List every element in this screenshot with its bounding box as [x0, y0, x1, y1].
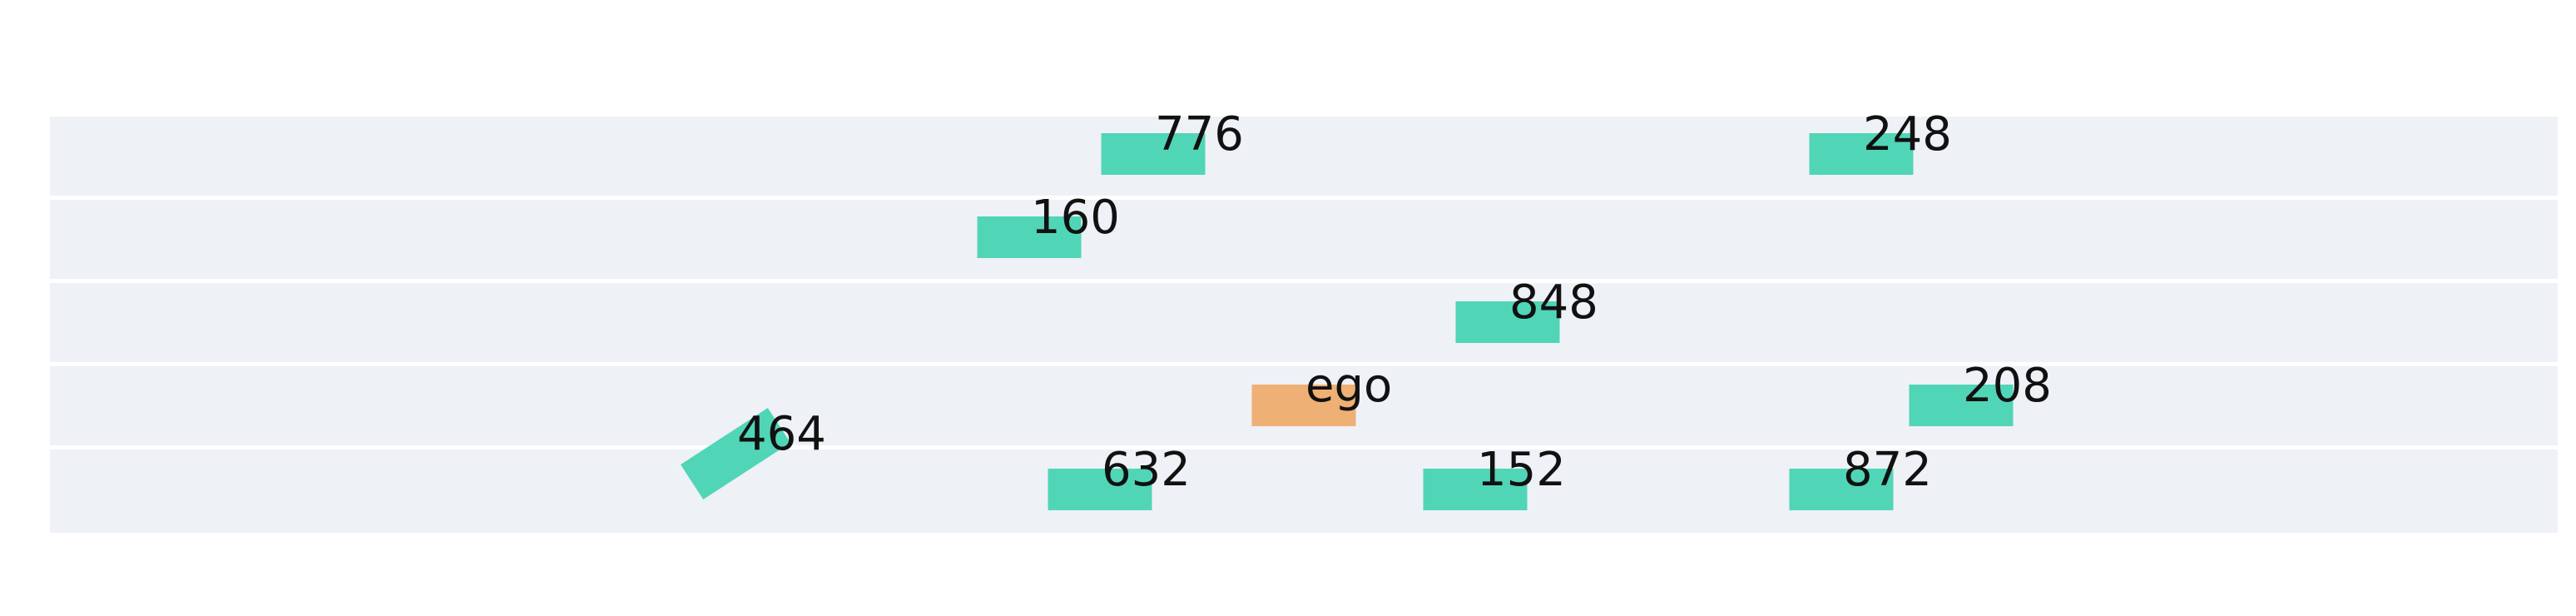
vehicle-872-label: 872: [1843, 443, 1932, 497]
vehicle-160-label: 160: [1031, 191, 1120, 245]
ego-vehicle: ego: [1251, 359, 1392, 426]
lane-2: [50, 200, 2558, 279]
vehicle-464-label: 464: [737, 407, 826, 461]
vehicle-152-label: 152: [1477, 443, 1566, 497]
vehicle-248: 248: [1809, 107, 1952, 175]
vehicle-208-label: 208: [1963, 359, 2052, 413]
vehicle-group: 776 248 160 848 ego 208 464 632 152 872: [680, 107, 2052, 510]
lane-1: [50, 117, 2558, 196]
vehicle-872-body: [1789, 469, 1894, 510]
vehicle-208: 208: [1909, 359, 2052, 426]
vehicle-848-body: [1455, 301, 1560, 343]
vehicle-152: 152: [1423, 443, 1566, 510]
ego-label: ego: [1305, 359, 1392, 413]
vehicle-248-label: 248: [1863, 107, 1952, 161]
vehicle-208-body: [1909, 385, 2014, 426]
vehicle-632: 632: [1048, 443, 1191, 510]
vehicle-464: 464: [680, 407, 826, 500]
vehicle-776: 776: [1101, 107, 1244, 175]
vehicle-776-label: 776: [1155, 107, 1244, 161]
vehicle-632-label: 632: [1102, 443, 1191, 497]
vehicle-776-body: [1101, 133, 1206, 175]
vehicle-152-body: [1423, 469, 1528, 510]
ego-body: [1251, 385, 1356, 426]
lane-group: [50, 117, 2558, 533]
vehicle-848: 848: [1455, 276, 1598, 343]
vehicle-632-body: [1048, 469, 1152, 510]
vehicle-160-body: [977, 216, 1082, 258]
vehicle-248-body: [1809, 133, 1914, 175]
lane-3: [50, 283, 2558, 362]
lane-5: [50, 450, 2558, 533]
vehicle-848-label: 848: [1509, 276, 1598, 330]
vehicle-160: 160: [977, 191, 1120, 258]
vehicle-872: 872: [1789, 443, 1932, 510]
vehicle-464-body: [680, 407, 791, 500]
